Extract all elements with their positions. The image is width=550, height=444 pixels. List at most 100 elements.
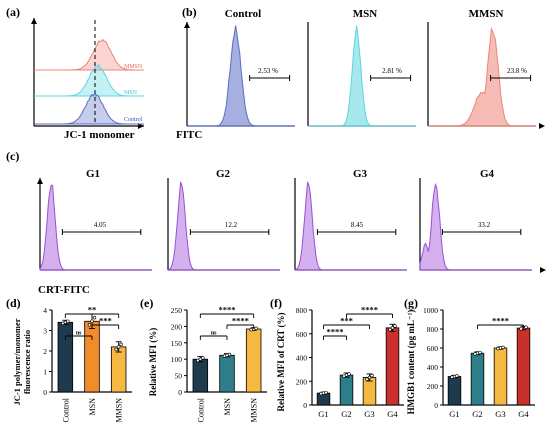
g-ytick-label: 400	[427, 363, 439, 372]
d-ylabel-line2: fluorescence ratio	[22, 330, 32, 394]
e-ytick-label: 50	[175, 372, 183, 381]
g-datapoint	[478, 350, 482, 355]
b-gate-msn: 2.81 %	[382, 67, 402, 75]
a-yaxis-arrow	[31, 18, 37, 24]
d-xtick-label: Control	[61, 397, 70, 422]
f-xtick-label: G1	[318, 409, 328, 419]
d-datapoint	[90, 319, 94, 323]
d-xtick-label: MMSN	[115, 398, 124, 423]
a-xlabel: JC-1 monomer	[64, 129, 135, 141]
f-ytick-label: 600	[296, 330, 308, 339]
b-gate-mmsn: 23.8 %	[507, 67, 527, 75]
c-hist-g4	[419, 182, 532, 271]
a-label-msn: MSN	[124, 90, 138, 96]
f-bar-g1	[316, 392, 331, 406]
panel-label-g: (g)	[404, 296, 418, 310]
d-ytick-label: 1	[43, 368, 47, 377]
b-hist-control	[187, 25, 295, 127]
e-datapoint	[254, 326, 258, 331]
d-datapoint	[66, 319, 70, 323]
c-title-g4: G4	[480, 168, 495, 180]
f-datapoint	[388, 327, 392, 332]
f-bar-g3	[362, 377, 377, 406]
f-sig-label: ***	[340, 316, 353, 326]
e-datapoint	[196, 358, 200, 363]
c-hist-g2	[167, 181, 280, 271]
e-datapoint	[198, 357, 203, 361]
g-bar-g2	[470, 352, 485, 406]
f-xtick-label: G3	[364, 409, 374, 419]
d-ytick-label: 2	[43, 347, 47, 356]
f-datapoint	[370, 373, 374, 378]
f-datapoint	[367, 375, 372, 380]
b-title-msn: MSN	[353, 8, 378, 20]
panel-label-d: (d)	[6, 296, 21, 310]
g-ytick-label: 800	[427, 325, 439, 334]
g-ytick-label: 200	[427, 382, 439, 391]
f-sig-label: ****	[327, 327, 344, 337]
f-bar-g4	[385, 327, 400, 406]
e-xtick-label: Control	[196, 397, 205, 422]
b-hist-mmsn	[428, 26, 536, 127]
c-xaxis-arrow	[540, 267, 546, 273]
d-ytick-label: 4	[43, 306, 47, 315]
d-ylabel-line1: JC-1 polymer/monomer	[12, 318, 22, 405]
d-ytick-label: 0	[43, 388, 47, 397]
e-ytick-label: 200	[171, 322, 183, 331]
f-xtick-label: G4	[387, 409, 398, 419]
a-label-control: Control	[124, 117, 143, 123]
g-datapoint	[455, 374, 459, 378]
d-datapoint	[114, 347, 118, 352]
f-ytick-label: 0	[303, 401, 307, 410]
panel-label-b: (b)	[182, 5, 197, 19]
e-bar-control	[192, 358, 209, 393]
e-sig-label: ****	[232, 316, 249, 326]
d-datapoint	[116, 345, 121, 349]
c-hist-g1	[39, 184, 152, 271]
panel-label-e: (e)	[140, 296, 153, 310]
f-ytick-label: 200	[296, 377, 308, 386]
e-xtick-label: MSN	[223, 398, 232, 416]
e-sig-label: ****	[219, 305, 236, 315]
g-bar-g1	[447, 376, 462, 406]
g-datapoint	[501, 345, 505, 350]
c-hist-g3	[294, 181, 407, 271]
g-sig-label: ****	[492, 316, 509, 326]
c-title-g3: G3	[353, 168, 368, 180]
d-datapoint	[92, 315, 97, 320]
a-hist-mmsn	[34, 38, 144, 71]
c-yaxis-arrow	[37, 178, 43, 184]
d-bar-msn	[84, 320, 100, 393]
e-datapoint	[201, 356, 205, 360]
a-label-mmsn: MMSN	[124, 64, 143, 70]
d-ytick-label: 3	[43, 327, 47, 336]
c-title-g1: G1	[86, 168, 100, 180]
d-bar-control	[57, 321, 74, 393]
e-ytick-label: 150	[171, 339, 183, 348]
b-xlabel: FITC	[176, 129, 202, 141]
b-gate-control: 2.53 %	[258, 67, 278, 75]
b-title-mmsn: MMSN	[469, 8, 504, 20]
f-datapoint	[365, 377, 369, 381]
f-xtick-label: G2	[341, 409, 351, 419]
c-gate-g4: 33.2	[478, 221, 491, 229]
g-bar-g4	[516, 327, 531, 406]
f-ytick-label: 400	[296, 354, 308, 363]
g-datapoint	[524, 325, 528, 329]
e-ylabel: Relative MFI (%)	[148, 328, 158, 396]
b-xaxis-arrow	[539, 123, 545, 129]
c-gate-g3: 8.45	[351, 221, 364, 229]
c-xlabel: CRT-FITC	[38, 284, 90, 296]
e-bar-mmsn	[245, 328, 262, 393]
c-title-g2: G2	[216, 168, 231, 180]
c-gate-g1: 4.05	[94, 221, 107, 229]
e-ytick-label: 0	[178, 388, 182, 397]
e-xtick-label: MMSN	[250, 398, 259, 423]
g-ytick-label: 1000	[423, 306, 438, 315]
f-datapoint	[393, 324, 397, 328]
a-hist-control	[34, 93, 144, 125]
f-datapoint	[324, 390, 328, 395]
a-hist-msn	[34, 63, 144, 97]
